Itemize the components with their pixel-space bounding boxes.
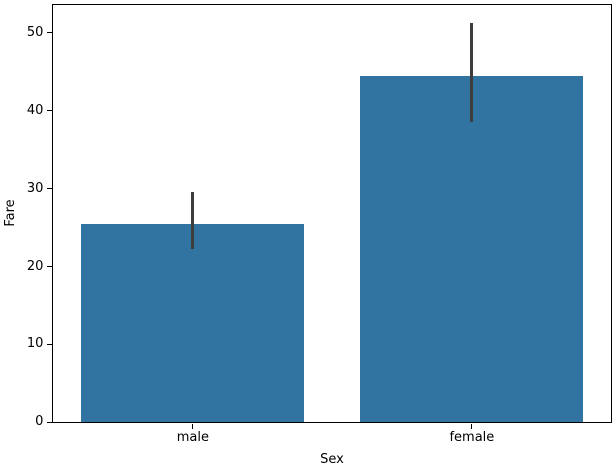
plot-area: male female 0 10 20 30 40 50 bbox=[27, 4, 613, 446]
y-tick-label-30: 30 bbox=[26, 180, 44, 196]
y-tick-label-0: 0 bbox=[35, 414, 44, 430]
bar-male bbox=[81, 223, 305, 423]
y-tick-mark-10 bbox=[47, 343, 53, 346]
x-axis-label: Sex bbox=[320, 452, 344, 467]
error-bar-female bbox=[470, 23, 474, 123]
ticks-layer: male female 0 10 20 30 40 50 bbox=[27, 5, 611, 446]
y-tick-label-50: 50 bbox=[26, 24, 44, 40]
x-tick-mark-female bbox=[471, 423, 473, 429]
y-tick-label-20: 20 bbox=[26, 258, 44, 274]
bar-female bbox=[360, 75, 584, 423]
y-tick-label-10: 10 bbox=[26, 336, 44, 352]
y-tick-mark-50 bbox=[47, 32, 53, 34]
y-tick-mark-0 bbox=[47, 421, 53, 423]
y-axis-label: Fare bbox=[3, 199, 18, 227]
y-tick-mark-30 bbox=[47, 187, 53, 190]
y-tick-mark-40 bbox=[47, 110, 53, 112]
x-tick-label-male: male bbox=[176, 430, 210, 446]
error-bar-male bbox=[191, 191, 195, 250]
y-tick-label-40: 40 bbox=[26, 102, 44, 118]
x-tick-label-female: female bbox=[449, 430, 495, 446]
bars-layer bbox=[53, 5, 611, 423]
x-tick-mark-male bbox=[192, 423, 194, 429]
y-tick-mark-20 bbox=[47, 265, 53, 268]
